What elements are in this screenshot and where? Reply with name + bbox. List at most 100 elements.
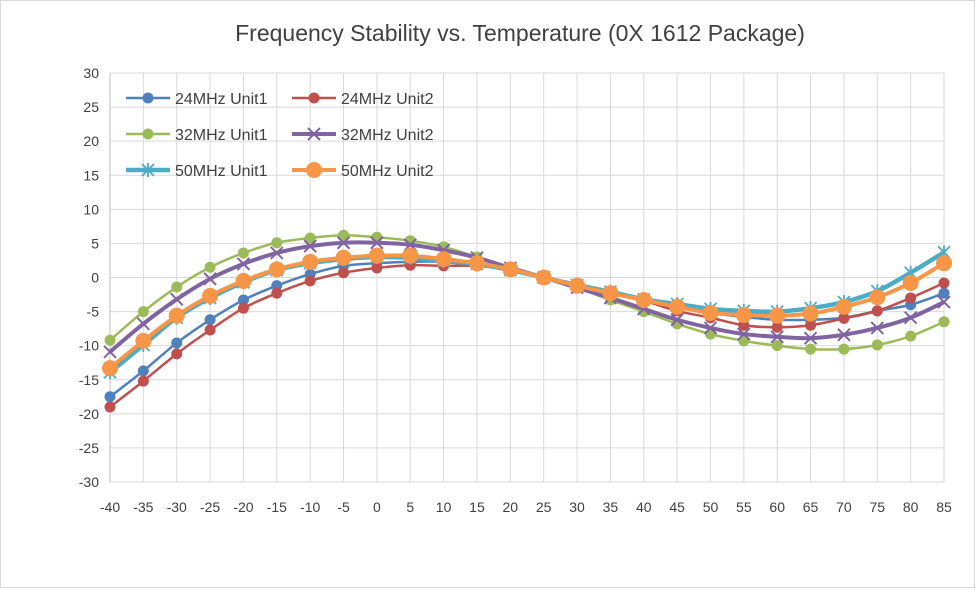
legend-marker [306, 162, 322, 178]
data-point [938, 316, 950, 328]
data-point [237, 294, 249, 306]
data-point [770, 330, 784, 344]
x-tick-label: -5 [337, 499, 350, 515]
data-point [137, 306, 149, 318]
data-point [871, 305, 883, 317]
data-point [771, 321, 783, 333]
data-point [803, 331, 818, 345]
x-tick-label: -40 [100, 499, 120, 515]
x-tick-label: -20 [233, 499, 253, 515]
data-point [236, 257, 251, 271]
x-tick-label: -35 [133, 499, 153, 515]
data-point [203, 272, 217, 286]
data-point [535, 269, 552, 286]
data-point [202, 287, 219, 304]
data-point [802, 305, 819, 322]
data-point [502, 261, 519, 278]
data-point [338, 267, 350, 279]
y-tick-label: 10 [83, 201, 99, 217]
data-point [838, 312, 850, 324]
legend-marker [142, 92, 154, 104]
data-point [435, 251, 452, 268]
series-line [109, 233, 945, 351]
legend-entry: 24MHz Unit1 [126, 91, 268, 108]
data-point [670, 313, 684, 327]
data-point [771, 340, 783, 352]
legend-marker [142, 128, 154, 140]
legend-label: 32MHz Unit2 [341, 127, 434, 144]
y-tick-label: 0 [91, 270, 99, 286]
y-tick-label: -25 [79, 440, 99, 456]
data-point [835, 298, 852, 315]
data-point [870, 321, 884, 335]
data-point [136, 317, 151, 331]
data-point [669, 298, 686, 315]
data-point [102, 360, 118, 377]
data-point [871, 339, 883, 351]
data-point [204, 314, 216, 326]
series-line [108, 240, 945, 354]
x-tick-label: 0 [373, 499, 381, 515]
x-tick-label: 65 [803, 499, 819, 515]
data-point [170, 292, 184, 307]
data-point [204, 324, 216, 336]
data-point [902, 274, 919, 291]
data-point [468, 255, 485, 272]
legend-entry: 32MHz Unit1 [126, 127, 268, 144]
series-24mhz-unit1 [104, 256, 950, 403]
x-tick-label: 70 [836, 499, 852, 515]
x-tick-label: 50 [703, 499, 719, 515]
data-point [237, 302, 249, 314]
legend-marker [308, 92, 320, 104]
data-point [905, 330, 917, 342]
data-point [938, 277, 950, 289]
y-tick-label: -10 [79, 338, 99, 354]
x-tick-label: -25 [200, 499, 220, 515]
series-line [109, 260, 945, 398]
data-point [171, 281, 183, 293]
data-point [270, 246, 284, 260]
data-point [737, 327, 751, 341]
data-point [838, 343, 850, 355]
data-point [837, 328, 851, 342]
data-point [936, 255, 952, 272]
x-tick-label: 5 [406, 499, 414, 515]
data-point [903, 311, 918, 325]
x-tick-label: 55 [736, 499, 752, 515]
y-tick-label: 15 [83, 167, 99, 183]
x-tick-label: 80 [903, 499, 919, 515]
data-point [371, 262, 383, 274]
y-tick-label: -5 [87, 304, 100, 320]
x-tick-label: 15 [469, 499, 485, 515]
series-32mhz-unit2 [103, 236, 951, 359]
data-point [135, 332, 152, 349]
data-point [336, 236, 351, 250]
y-tick-label: -15 [79, 372, 99, 388]
legend-label: 50MHz Unit2 [341, 163, 434, 180]
legend-entry: 32MHz Unit2 [292, 127, 434, 144]
data-point [104, 401, 116, 413]
data-point [805, 343, 817, 355]
data-point [869, 289, 886, 306]
data-point [938, 287, 950, 299]
chart-title: Frequency Stability vs. Temperature (0X … [235, 20, 805, 46]
y-tick-label: 5 [91, 235, 99, 251]
x-tick-label: 40 [636, 499, 652, 515]
data-point [805, 319, 817, 331]
data-point [937, 295, 951, 309]
data-point [168, 307, 185, 324]
x-tick-label: 25 [536, 499, 552, 515]
data-point [237, 247, 249, 259]
data-point [703, 321, 718, 335]
x-tick-label: 35 [603, 499, 619, 515]
x-tick-label: -30 [167, 499, 187, 515]
data-point [569, 277, 586, 294]
x-tick-label: -10 [300, 499, 320, 515]
data-point [137, 365, 149, 377]
data-point [304, 232, 316, 244]
x-tick-label: 30 [569, 499, 585, 515]
data-point [235, 272, 252, 289]
y-tick-label: 25 [83, 99, 99, 115]
data-point [302, 253, 319, 270]
data-point [104, 334, 116, 346]
